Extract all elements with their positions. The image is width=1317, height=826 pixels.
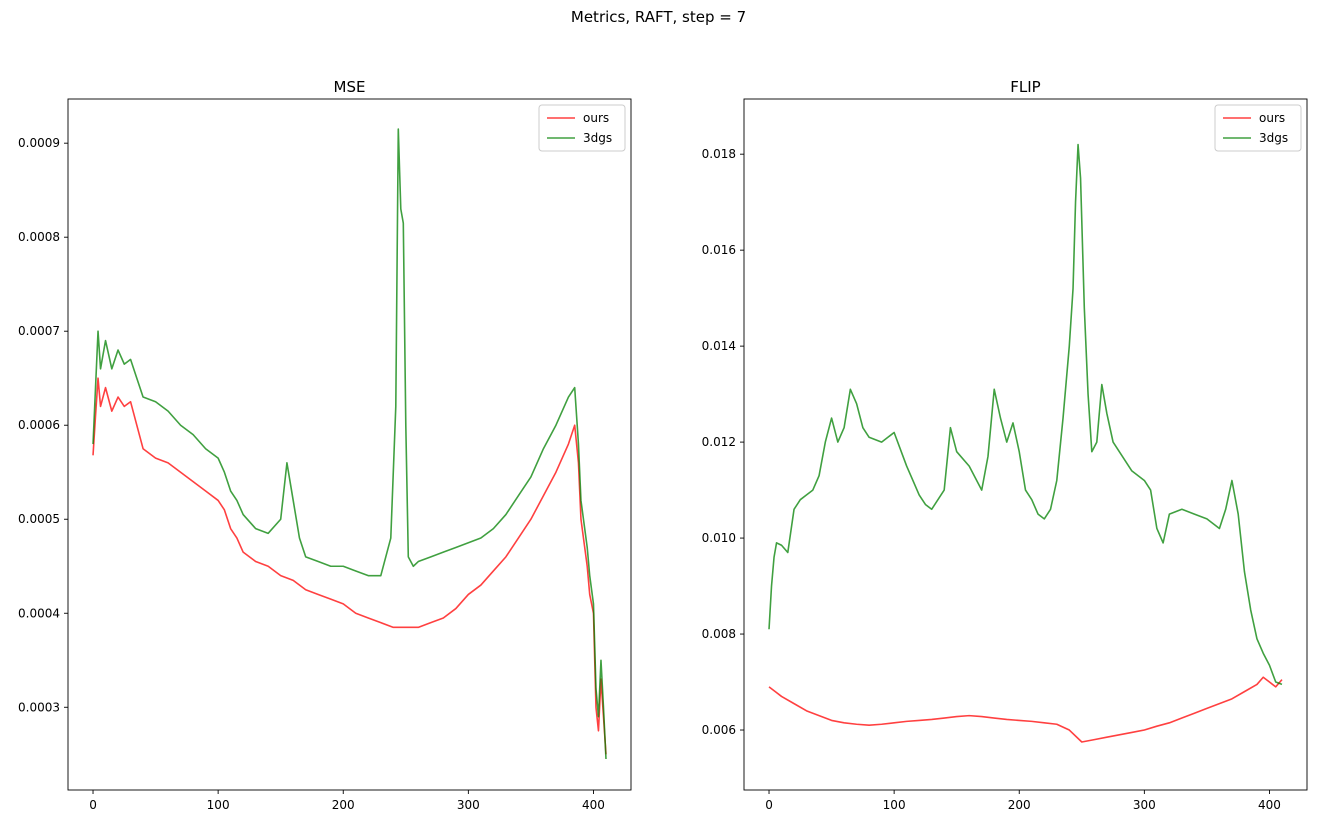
y-tick-label-flip: 0.012 xyxy=(702,435,736,449)
y-tick-label-mse: 0.0006 xyxy=(18,418,60,432)
series-line-flip-3dgs xyxy=(768,143,1283,686)
y-tick-label-flip: 0.014 xyxy=(702,339,736,353)
chart-title-flip: FLIP xyxy=(1010,78,1040,96)
legend-label-mse-3dgs: 3dgs xyxy=(583,131,612,145)
chart-title-mse: MSE xyxy=(334,78,366,96)
legend-flip: ours 3dgs xyxy=(1214,104,1302,152)
y-tick-label-flip: 0.016 xyxy=(702,243,736,257)
x-tick-label-flip: 300 xyxy=(1133,798,1156,812)
series-line-flip-ours xyxy=(768,676,1283,743)
legend-box-flip xyxy=(1214,104,1302,152)
chart-flip: FLIP 0 100 200 300 400 0.006 0.008 0.010 0.012 0.0… xyxy=(702,78,1308,812)
legend-label-mse-ours: ours xyxy=(583,111,609,125)
x-tick-label-flip: 100 xyxy=(883,798,906,812)
figure-suptitle: Metrics, RAFT, step = 7 xyxy=(570,8,747,26)
y-tick-label-mse: 0.0009 xyxy=(18,136,60,150)
y-tick-label-flip: 0.010 xyxy=(702,531,736,545)
x-tick-label-mse: 100 xyxy=(207,798,230,812)
legend-label-flip-3dgs: 3dgs xyxy=(1259,131,1288,145)
series-line-mse-ours xyxy=(92,377,607,755)
legend-label-flip-ours: ours xyxy=(1259,111,1285,125)
axes-frame-flip xyxy=(743,98,1308,791)
legend-box-mse xyxy=(538,104,626,152)
x-tick-label-mse: 0 xyxy=(89,798,97,812)
legend-mse: ours 3dgs xyxy=(538,104,626,152)
y-tick-label-flip: 0.006 xyxy=(702,723,736,737)
y-tick-label-mse: 0.0003 xyxy=(18,700,60,714)
chart-mse: MSE 0 100 200 300 400 0.0003 0.0004 0.0005 0.0006… xyxy=(18,78,632,812)
y-tick-label-mse: 0.0007 xyxy=(18,324,60,338)
x-tick-label-flip: 400 xyxy=(1258,798,1281,812)
y-tick-label-mse: 0.0005 xyxy=(18,512,60,526)
y-tick-label-mse: 0.0008 xyxy=(18,230,60,244)
x-tick-label-flip: 200 xyxy=(1008,798,1031,812)
axes-frame-mse xyxy=(67,98,632,791)
series-group-flip xyxy=(768,143,1283,743)
series-line-mse-3dgs xyxy=(92,128,607,760)
y-tick-label-flip: 0.018 xyxy=(702,147,736,161)
x-tick-label-mse: 400 xyxy=(582,798,605,812)
y-tick-label-flip: 0.008 xyxy=(702,627,736,641)
x-tick-label-mse: 300 xyxy=(457,798,480,812)
series-group-mse xyxy=(92,128,607,760)
x-tick-label-flip: 0 xyxy=(765,798,773,812)
y-tick-label-mse: 0.0004 xyxy=(18,606,60,620)
x-tick-label-mse: 200 xyxy=(332,798,355,812)
